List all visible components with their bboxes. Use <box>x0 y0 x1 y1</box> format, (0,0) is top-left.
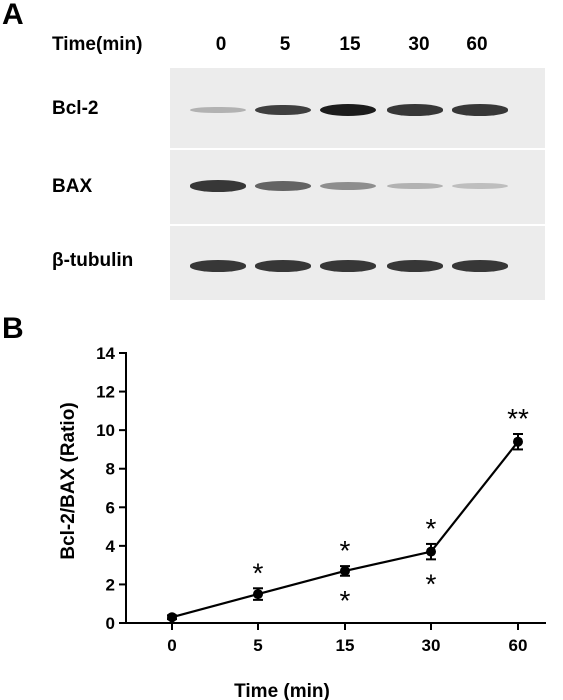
y-tick-label: 8 <box>106 460 115 479</box>
blot-band <box>190 260 246 272</box>
data-point <box>167 612 177 623</box>
significance-star-above: * <box>253 557 264 588</box>
significance-star-below: * <box>340 585 351 616</box>
blot-band <box>255 181 311 191</box>
x-axis-title: Time (min) <box>234 681 330 700</box>
lane-label: 0 <box>215 34 227 55</box>
y-tick-label: 12 <box>96 383 115 402</box>
significance-star-above: * <box>340 535 351 566</box>
panel-b-label: B <box>2 312 24 345</box>
y-tick-label: 10 <box>96 421 115 440</box>
blot-band <box>320 260 376 272</box>
y-tick-label: 14 <box>96 344 115 363</box>
y-tick-label: 2 <box>106 575 115 594</box>
bax-label: BAX <box>52 176 93 197</box>
blot-band <box>452 182 508 190</box>
y-tick-label: 4 <box>106 537 116 556</box>
x-tick-label: 0 <box>167 636 176 655</box>
blot-band <box>255 260 311 272</box>
blot-band <box>452 104 508 116</box>
x-tick-label: 60 <box>509 636 528 655</box>
blot-band <box>387 182 443 190</box>
y-axis-title: Bcl-2/BAX (Ratio) <box>58 402 79 559</box>
blot-band <box>320 181 376 191</box>
blot-band <box>387 104 443 116</box>
blot-band <box>452 260 508 272</box>
y-tick-label: 0 <box>106 614 115 633</box>
significance-star-above: * <box>426 513 437 544</box>
significance-star-above: ** <box>507 403 529 434</box>
blot-band <box>387 260 443 272</box>
blot-band <box>190 180 246 192</box>
data-point <box>513 436 523 447</box>
blot-band <box>255 104 311 116</box>
data-point <box>340 565 350 576</box>
blot-band <box>320 104 376 116</box>
x-tick-label: 30 <box>422 636 441 655</box>
bcl2-label: Bcl-2 <box>52 98 99 119</box>
lane-label: 5 <box>279 34 291 55</box>
significance-star-below: * <box>426 568 437 599</box>
lane-label: 30 <box>408 34 430 55</box>
panel-a-label: A <box>2 0 24 31</box>
tubulin-label: β-tubulin <box>52 250 134 271</box>
blot-band <box>190 106 246 114</box>
lane-label: 15 <box>339 34 361 55</box>
x-tick-label: 5 <box>253 636 262 655</box>
x-tick-label: 15 <box>336 636 355 655</box>
y-tick-label: 6 <box>106 498 115 517</box>
lane-label: 60 <box>466 34 488 55</box>
data-point <box>426 546 436 557</box>
time-label: Time(min) <box>52 34 143 55</box>
data-point <box>253 589 263 600</box>
